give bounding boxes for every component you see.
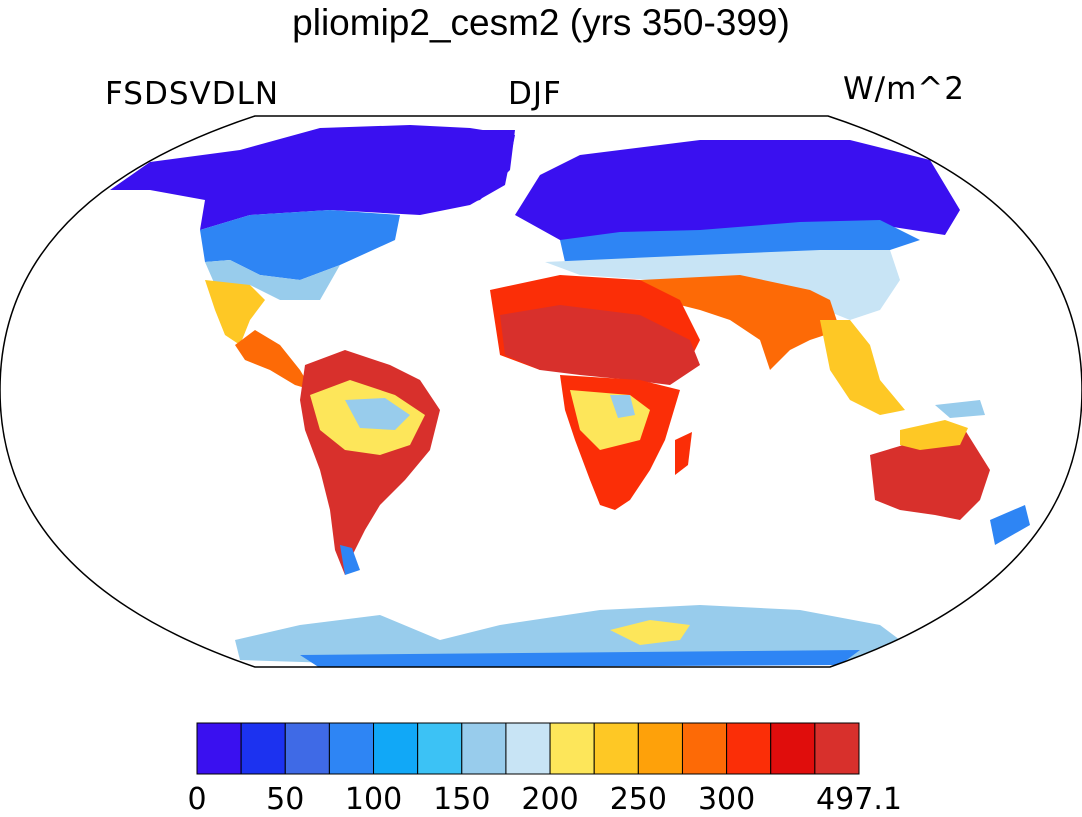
colorbar-swatch [549, 722, 595, 775]
central-america [235, 330, 312, 390]
colorbar-swatch [240, 722, 286, 775]
north-america-warm [205, 280, 265, 345]
colorbar-tick-label: 0 [187, 782, 207, 817]
north-america-mid [200, 210, 400, 280]
variable-label: FSDSVDLN [105, 76, 280, 112]
colorbar-tick-label: 497.1 [816, 782, 902, 817]
colorbar-tick-label: 100 [344, 782, 403, 817]
colorbar-tick-label: 150 [433, 782, 491, 817]
land-fill [110, 125, 1030, 667]
map-title: pliomip2_cesm2 (yrs 350-399) [292, 2, 790, 43]
south-america-hot [300, 350, 440, 575]
africa-cool [610, 395, 635, 418]
south-america-cool [345, 398, 410, 430]
madagascar [675, 432, 692, 475]
north-america-light [205, 260, 340, 300]
season-label: DJF [508, 76, 562, 112]
asia-warm [640, 275, 840, 370]
colorbar-swatch [284, 722, 330, 775]
colorbar-swatch [373, 722, 419, 775]
australia-north [900, 420, 968, 450]
antarctica [235, 605, 900, 665]
greenland [395, 130, 515, 210]
colorbar-tick-label: 250 [609, 782, 667, 817]
colorbar-swatch [726, 722, 772, 775]
antarctica-edge [300, 650, 860, 667]
colorbar-swatch [814, 722, 860, 775]
colorbar-swatch [196, 722, 242, 775]
colorbar-swatch [593, 722, 639, 775]
colorbar-swatch [770, 722, 816, 775]
colorbar-tick-label: 300 [697, 782, 756, 817]
australia [870, 430, 990, 520]
africa-hot [500, 305, 700, 385]
colorbar-swatch [637, 722, 683, 775]
south-america-tip [340, 545, 360, 575]
colorbar-swatch [461, 722, 507, 775]
colorbar-tick-label: 50 [266, 782, 305, 817]
colorbar-swatch [505, 722, 551, 775]
map-border [0, 115, 1082, 668]
colorbar-swatch [681, 722, 728, 775]
colorbar-swatch [328, 722, 375, 775]
antarctica-warm [610, 620, 690, 645]
southeast-asia [820, 320, 905, 415]
new-zealand [990, 505, 1030, 545]
new-guinea [935, 400, 985, 418]
colorbar [196, 722, 860, 775]
units-label: W/m^2 [843, 71, 965, 107]
eurasia-cold [515, 140, 960, 240]
colorbar-tick-label: 200 [521, 782, 579, 817]
colorbar-swatch [417, 722, 463, 775]
